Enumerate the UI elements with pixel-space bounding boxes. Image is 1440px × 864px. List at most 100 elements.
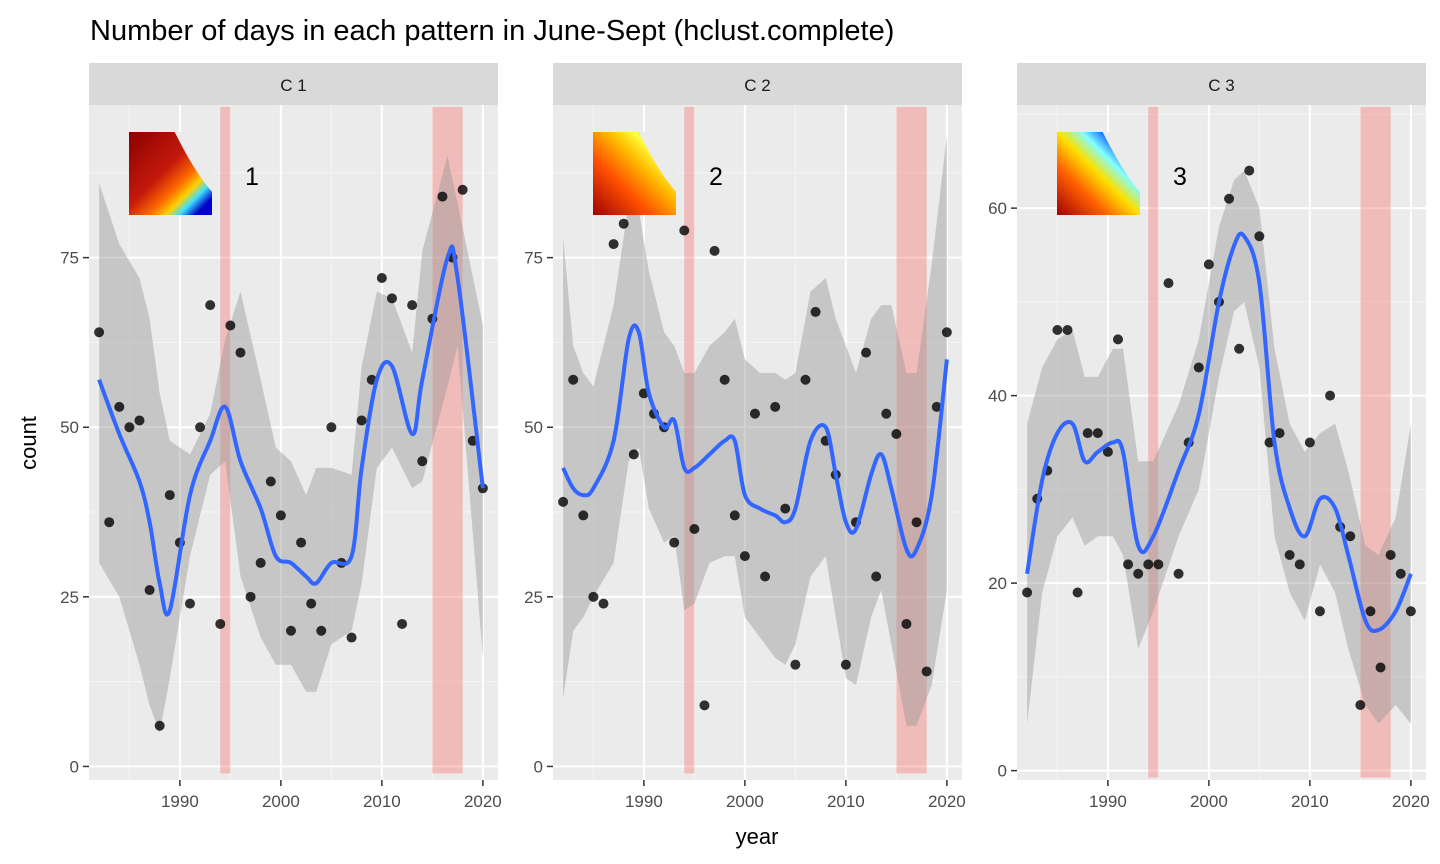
chart-title: Number of days in each pattern in June-S… xyxy=(90,15,894,47)
data-point xyxy=(94,327,105,338)
data-point xyxy=(1395,568,1406,579)
data-point xyxy=(306,598,317,609)
data-point xyxy=(195,422,206,433)
y-tick-label: 75 xyxy=(60,249,79,268)
data-point xyxy=(417,456,428,467)
data-point xyxy=(1314,606,1325,617)
data-point xyxy=(114,401,125,412)
data-point xyxy=(1264,437,1275,448)
x-tick-label: 2000 xyxy=(726,792,764,811)
data-point xyxy=(881,408,892,419)
panel-background xyxy=(553,105,962,780)
data-point xyxy=(376,272,387,283)
pattern-map-mask xyxy=(638,132,676,192)
data-point xyxy=(840,659,851,670)
facet-strip xyxy=(553,63,962,105)
confidence-ribbon xyxy=(99,155,483,733)
data-point xyxy=(1022,587,1033,598)
x-tick-label: 1990 xyxy=(1089,792,1127,811)
data-point xyxy=(709,245,720,256)
data-point xyxy=(1133,568,1144,579)
data-point xyxy=(578,510,589,521)
data-point xyxy=(184,598,195,609)
data-point xyxy=(144,585,155,596)
data-point xyxy=(356,415,367,426)
y-tick-label: 60 xyxy=(988,199,1007,218)
data-point xyxy=(1385,550,1396,560)
data-point xyxy=(679,225,690,236)
data-point xyxy=(921,666,932,677)
smooth-line xyxy=(1025,231,1413,634)
pattern-map-mask xyxy=(174,132,212,192)
data-point xyxy=(437,191,448,202)
data-point xyxy=(296,537,307,548)
facet-strip xyxy=(1017,63,1426,105)
data-point xyxy=(669,537,680,548)
data-point xyxy=(739,551,750,562)
pattern-number-label: 3 xyxy=(1173,163,1187,191)
data-point xyxy=(780,503,791,514)
facet-panel-c3: C 3 3 0 20 40 60 1990 2000 2010 2020 xyxy=(988,63,1430,811)
data-point xyxy=(265,476,276,487)
highlight-period xyxy=(684,107,695,774)
y-tick-label: 25 xyxy=(524,588,543,607)
confidence-ribbon xyxy=(563,135,947,726)
data-point xyxy=(931,401,942,412)
highlight-period xyxy=(1360,107,1391,778)
data-point xyxy=(285,625,296,636)
x-tick-label: 2020 xyxy=(928,792,966,811)
data-point xyxy=(901,618,912,629)
data-point xyxy=(608,239,619,250)
facet-strip-label: C 2 xyxy=(744,76,770,95)
data-point xyxy=(1244,165,1255,176)
data-point xyxy=(1123,559,1134,570)
facet-panel-c2: C 2 2 0 25 50 75 1990 2000 2010 2020 xyxy=(524,63,966,811)
data-point xyxy=(154,720,165,731)
y-tick-label: 25 xyxy=(60,588,79,607)
data-point xyxy=(457,184,468,195)
data-point xyxy=(941,327,952,338)
pattern-map-mask xyxy=(1102,132,1140,192)
data-point xyxy=(689,523,700,534)
data-point xyxy=(235,347,246,358)
data-point xyxy=(164,490,175,501)
x-tick-label: 2020 xyxy=(1392,792,1430,811)
data-point xyxy=(1304,437,1315,448)
facet-strip-label: C 3 xyxy=(1208,76,1234,95)
data-point xyxy=(205,300,216,311)
data-point xyxy=(1163,278,1174,289)
x-tick-label: 2000 xyxy=(262,792,300,811)
data-point xyxy=(1143,559,1154,570)
data-point xyxy=(134,415,145,426)
x-tick-label: 1990 xyxy=(161,792,199,811)
data-point xyxy=(861,347,872,358)
panel-background xyxy=(89,105,498,780)
data-point xyxy=(124,422,135,433)
data-point xyxy=(1072,587,1083,598)
data-point xyxy=(346,632,357,643)
data-point xyxy=(749,408,760,419)
data-point xyxy=(275,510,286,521)
data-point xyxy=(1193,362,1204,373)
data-point xyxy=(1294,559,1305,570)
data-point xyxy=(588,591,599,602)
data-point xyxy=(1224,193,1235,204)
y-tick-label: 0 xyxy=(998,762,1007,781)
data-point xyxy=(1254,231,1265,242)
x-tick-label: 2000 xyxy=(1190,792,1228,811)
data-point xyxy=(810,306,821,317)
x-axis-title: year xyxy=(736,824,779,849)
pattern-number-label: 1 xyxy=(245,163,259,191)
data-point xyxy=(1092,428,1103,439)
data-point xyxy=(618,218,629,229)
facet-panel-c1: C 1 1 0 25 50 75 1990 2000 2010 2020 xyxy=(60,63,502,811)
facet-strip xyxy=(89,63,498,105)
panel-background xyxy=(1017,105,1426,780)
data-point xyxy=(1234,343,1245,354)
highlight-period xyxy=(220,107,231,774)
data-point xyxy=(1365,606,1376,617)
data-point xyxy=(225,320,236,331)
x-tick-label: 2010 xyxy=(827,792,865,811)
x-tick-label: 1990 xyxy=(625,792,663,811)
